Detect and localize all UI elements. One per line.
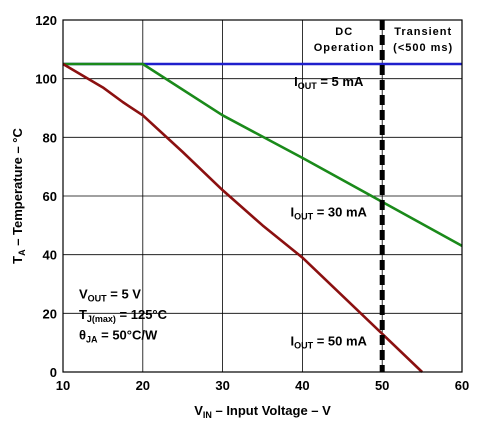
tick-labels: 10 20 30 40 50 60 0 20 40 60 80 100 120	[35, 13, 469, 393]
x-tick-label: 50	[375, 378, 389, 393]
x-tick-label: 60	[455, 378, 469, 393]
y-tick-label: 60	[43, 189, 57, 204]
y-tick-label: 20	[43, 306, 57, 321]
region-label-transient: Transient	[394, 26, 452, 38]
series-line-1	[63, 62, 463, 248]
condition-theta-ja: θJA = 50°C/W	[79, 328, 158, 345]
y-tick-label: 120	[35, 13, 57, 28]
region-label-dc: DC	[335, 26, 353, 38]
y-tick-label: 40	[43, 248, 57, 263]
condition-tj-max: TJ(max) = 125°C	[79, 307, 168, 324]
x-tick-label: 20	[136, 378, 150, 393]
x-tick-label: 10	[56, 378, 70, 393]
series-line-2	[62, 62, 423, 373]
series-label-50ma: IOUT = 50 mA	[290, 334, 367, 351]
y-tick-label: 80	[43, 130, 57, 145]
y-axis-label: TA – Temperature – °C	[10, 128, 27, 264]
series-label-5ma: IOUT = 5 mA	[294, 74, 364, 91]
series-layer	[62, 62, 463, 373]
y-tick-label: 100	[35, 72, 57, 87]
series-label-30ma: IOUT = 30 mA	[290, 205, 367, 222]
x-tick-label: 30	[215, 378, 229, 393]
region-label-duration: (<500 ms)	[393, 42, 453, 54]
x-axis-label: VIN – Input Voltage – V	[194, 403, 331, 420]
plot-frame	[62, 19, 463, 373]
y-tick-label: 0	[50, 365, 57, 380]
region-label-operation: Operation	[314, 42, 375, 54]
x-tick-label: 40	[295, 378, 309, 393]
condition-vout: VOUT = 5 V	[79, 287, 141, 304]
